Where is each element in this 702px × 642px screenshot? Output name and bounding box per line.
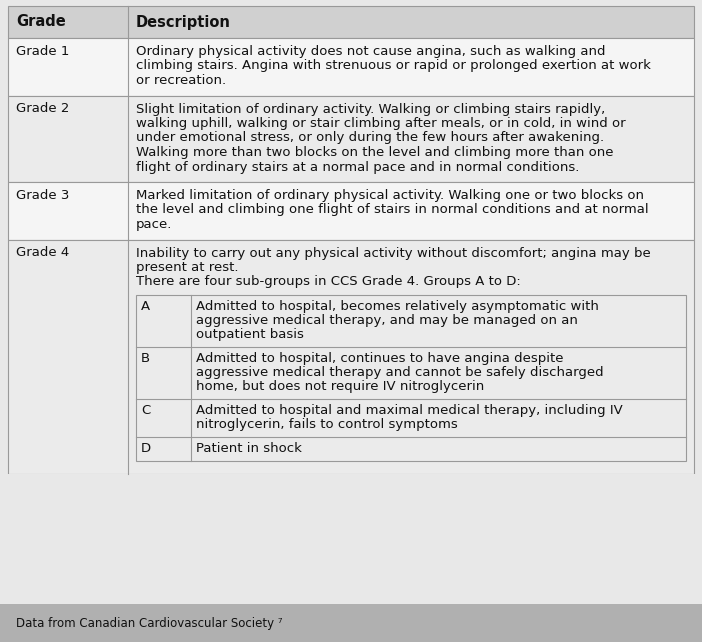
Bar bbox=[8, 182, 694, 239]
Bar bbox=[8, 96, 694, 182]
Text: nitroglycerin, fails to control symptoms: nitroglycerin, fails to control symptoms bbox=[196, 418, 458, 431]
Text: Grade 2: Grade 2 bbox=[16, 103, 69, 116]
Text: Slight limitation of ordinary activity. Walking or climbing stairs rapidly,: Slight limitation of ordinary activity. … bbox=[136, 103, 605, 116]
Text: pace.: pace. bbox=[136, 218, 173, 231]
Text: Grade 3: Grade 3 bbox=[16, 189, 69, 202]
Text: Grade 1: Grade 1 bbox=[16, 45, 69, 58]
Text: Ordinary physical activity does not cause angina, such as walking and: Ordinary physical activity does not caus… bbox=[136, 45, 606, 58]
Text: present at rest.: present at rest. bbox=[136, 261, 239, 274]
Bar bbox=[8, 239, 694, 474]
Text: Admitted to hospital, continues to have angina despite: Admitted to hospital, continues to have … bbox=[196, 352, 564, 365]
Text: walking uphill, walking or stair climbing after meals, or in cold, in wind or: walking uphill, walking or stair climbin… bbox=[136, 117, 625, 130]
Text: Inability to carry out any physical activity without discomfort; angina may be: Inability to carry out any physical acti… bbox=[136, 247, 651, 259]
Text: climbing stairs. Angina with strenuous or rapid or prolonged exertion at work: climbing stairs. Angina with strenuous o… bbox=[136, 60, 651, 73]
Text: Grade: Grade bbox=[16, 15, 66, 30]
Text: Walking more than two blocks on the level and climbing more than one: Walking more than two blocks on the leve… bbox=[136, 146, 614, 159]
Text: Patient in shock: Patient in shock bbox=[196, 442, 302, 455]
Text: the level and climbing one flight of stairs in normal conditions and at normal: the level and climbing one flight of sta… bbox=[136, 204, 649, 216]
Text: aggressive medical therapy, and may be managed on an: aggressive medical therapy, and may be m… bbox=[196, 314, 578, 327]
Bar bbox=[0, 604, 702, 642]
Text: aggressive medical therapy and cannot be safely discharged: aggressive medical therapy and cannot be… bbox=[196, 366, 604, 379]
Text: outpatient basis: outpatient basis bbox=[196, 328, 304, 341]
Text: B: B bbox=[141, 352, 150, 365]
Bar bbox=[8, 6, 694, 38]
Text: or recreation.: or recreation. bbox=[136, 74, 226, 87]
Text: Data from Canadian Cardiovascular Society ⁷: Data from Canadian Cardiovascular Societ… bbox=[16, 616, 283, 630]
Text: Marked limitation of ordinary physical activity. Walking one or two blocks on: Marked limitation of ordinary physical a… bbox=[136, 189, 644, 202]
Text: A: A bbox=[141, 300, 150, 313]
Text: D: D bbox=[141, 442, 151, 455]
Text: Admitted to hospital, becomes relatively asymptomatic with: Admitted to hospital, becomes relatively… bbox=[196, 300, 599, 313]
Text: under emotional stress, or only during the few hours after awakening.: under emotional stress, or only during t… bbox=[136, 132, 604, 144]
Bar bbox=[0, 474, 702, 604]
Text: C: C bbox=[141, 404, 150, 417]
Text: home, but does not require IV nitroglycerin: home, but does not require IV nitroglyce… bbox=[196, 380, 484, 393]
Bar bbox=[8, 38, 694, 96]
Bar bbox=[136, 295, 686, 461]
Text: There are four sub-groups in CCS Grade 4. Groups A to D:: There are four sub-groups in CCS Grade 4… bbox=[136, 275, 521, 288]
Text: flight of ordinary stairs at a normal pace and in normal conditions.: flight of ordinary stairs at a normal pa… bbox=[136, 160, 579, 173]
Text: Admitted to hospital and maximal medical therapy, including IV: Admitted to hospital and maximal medical… bbox=[196, 404, 623, 417]
Text: Grade 4: Grade 4 bbox=[16, 247, 69, 259]
Text: Description: Description bbox=[136, 15, 231, 30]
